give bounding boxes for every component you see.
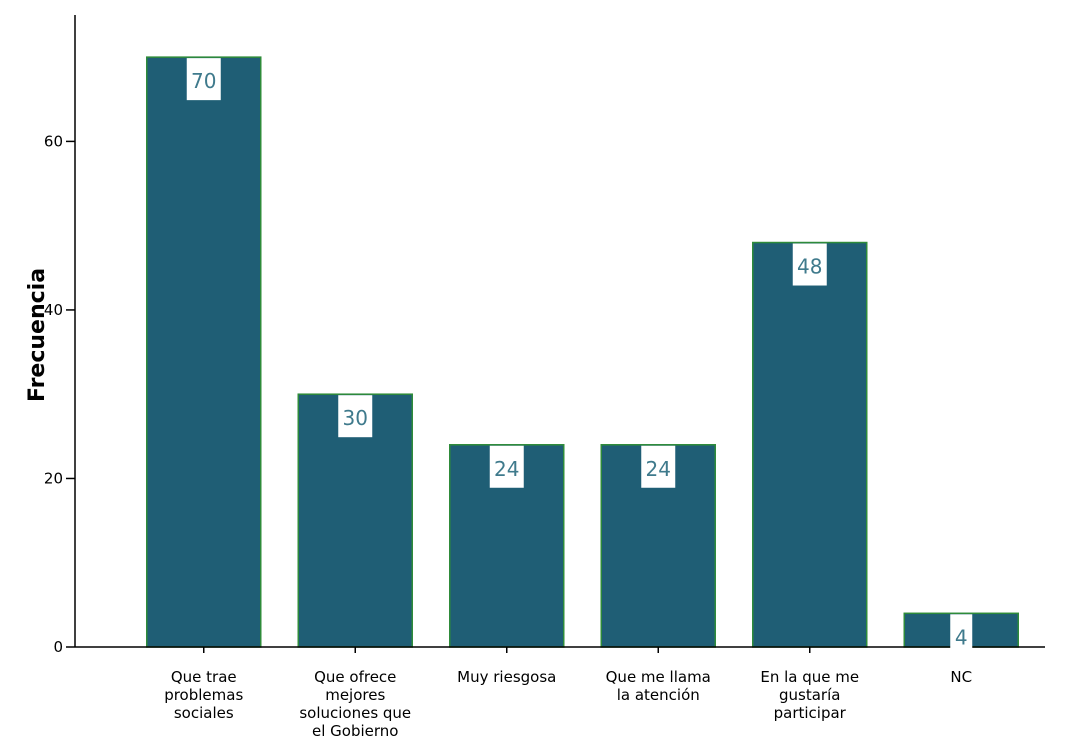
y-tick-label: 0 xyxy=(53,638,63,656)
data-label-box xyxy=(186,58,221,101)
category-labels: Que trae problemas sociales Que ofrece mejor… xyxy=(164,647,972,740)
y-axis: 0 20 40 60 xyxy=(44,15,76,656)
data-label-box xyxy=(338,395,373,438)
data-label-box xyxy=(792,243,827,286)
category-label: En la que me gustaría participar xyxy=(760,668,859,722)
bar xyxy=(752,241,868,648)
y-tick-label: 20 xyxy=(44,469,63,487)
category-label: Muy riesgosa xyxy=(457,668,556,686)
category-label: Que trae problemas sociales xyxy=(164,668,243,722)
y-axis-title: Frecuencia xyxy=(25,268,50,402)
data-label: 24 xyxy=(646,457,671,481)
data-label: 30 xyxy=(343,406,368,430)
bar xyxy=(146,56,262,648)
y-tick-label: 60 xyxy=(44,132,63,150)
category-label: NC xyxy=(950,668,972,686)
data-label-box xyxy=(950,614,973,657)
data-label: 48 xyxy=(797,255,822,279)
data-label: 4 xyxy=(955,625,968,649)
bars-group xyxy=(146,56,1019,648)
data-label-box xyxy=(489,445,524,488)
data-label-box xyxy=(641,445,676,488)
data-labels: 70 30 24 24 48 4 xyxy=(186,58,973,657)
data-label: 70 xyxy=(191,69,216,93)
data-label: 24 xyxy=(494,457,519,481)
category-label: Que me llama la atención xyxy=(606,668,711,704)
y-tick-label: 40 xyxy=(44,301,63,319)
category-label: Que ofrece mejores soluciones que el Gobier… xyxy=(299,668,411,740)
